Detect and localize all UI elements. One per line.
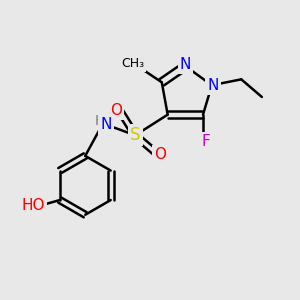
Text: N: N: [100, 118, 112, 133]
Text: N: N: [180, 57, 191, 72]
Text: H: H: [95, 114, 105, 128]
Text: S: S: [130, 126, 140, 144]
Text: F: F: [202, 134, 210, 149]
Text: CH₃: CH₃: [121, 57, 144, 70]
Text: O: O: [154, 147, 166, 162]
Text: N: N: [208, 78, 219, 93]
Text: O: O: [110, 103, 122, 118]
Text: HO: HO: [22, 198, 45, 213]
